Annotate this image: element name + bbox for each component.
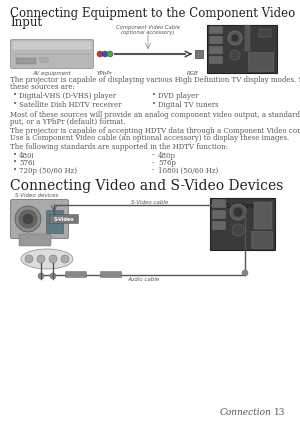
FancyBboxPatch shape (209, 57, 223, 63)
FancyBboxPatch shape (50, 215, 79, 224)
FancyBboxPatch shape (245, 25, 250, 51)
Text: Digital TV tuners: Digital TV tuners (158, 100, 219, 108)
FancyBboxPatch shape (19, 234, 51, 246)
Text: these sources are:: these sources are: (10, 82, 75, 91)
Ellipse shape (21, 249, 73, 269)
FancyBboxPatch shape (248, 53, 274, 71)
Circle shape (50, 273, 56, 279)
Text: S-Video: S-Video (225, 203, 255, 209)
Circle shape (38, 273, 44, 279)
Text: RGB: RGB (187, 71, 199, 76)
Text: AV equipment: AV equipment (33, 71, 71, 76)
FancyBboxPatch shape (212, 221, 226, 230)
FancyBboxPatch shape (209, 37, 223, 43)
Text: -: - (152, 151, 154, 158)
Text: •: • (152, 100, 156, 107)
Text: •: • (13, 159, 17, 165)
Text: -: - (152, 167, 154, 173)
Text: Connecting Equipment to the Component Video: Connecting Equipment to the Component Vi… (10, 7, 295, 20)
Text: Most of these sources will provide an analog component video output, a standard : Most of these sources will provide an an… (10, 111, 300, 119)
FancyBboxPatch shape (212, 199, 226, 207)
Text: Connection: Connection (220, 408, 272, 417)
Text: 576i: 576i (19, 159, 35, 167)
FancyBboxPatch shape (212, 210, 226, 218)
Circle shape (230, 50, 240, 60)
Circle shape (242, 270, 248, 276)
Text: YPbPr: YPbPr (97, 71, 113, 76)
Circle shape (233, 207, 243, 217)
Circle shape (102, 51, 108, 57)
Circle shape (49, 255, 57, 263)
Text: The projector is capable of displaying various High Definition TV display modes.: The projector is capable of displaying v… (10, 76, 300, 84)
Circle shape (37, 255, 45, 263)
FancyBboxPatch shape (209, 46, 223, 54)
Text: •: • (13, 151, 17, 158)
Text: DVD player: DVD player (158, 92, 199, 100)
Text: •: • (13, 167, 17, 173)
Text: (optional accessory): (optional accessory) (121, 30, 175, 35)
Text: S-Video: S-Video (54, 216, 74, 221)
FancyBboxPatch shape (251, 232, 272, 249)
FancyBboxPatch shape (210, 198, 275, 250)
Circle shape (23, 214, 33, 224)
Circle shape (232, 224, 244, 236)
Text: Input: Input (10, 16, 42, 29)
Circle shape (15, 206, 41, 232)
Text: S-Video devices: S-Video devices (15, 193, 59, 198)
FancyBboxPatch shape (259, 29, 271, 37)
Text: The projector is capable of accepting HDTV data through a Component Video connec: The projector is capable of accepting HD… (10, 127, 300, 135)
Text: Component Video Cable: Component Video Cable (116, 25, 180, 30)
FancyBboxPatch shape (209, 26, 223, 34)
Text: •: • (13, 100, 17, 107)
Text: -: - (152, 159, 154, 165)
Circle shape (230, 204, 246, 220)
Text: put, or a YPbPr (default) format.: put, or a YPbPr (default) format. (10, 117, 126, 125)
Text: 480i: 480i (19, 151, 35, 159)
FancyBboxPatch shape (65, 272, 86, 278)
Circle shape (228, 31, 242, 45)
FancyBboxPatch shape (195, 50, 203, 58)
FancyBboxPatch shape (11, 199, 68, 238)
FancyBboxPatch shape (254, 202, 272, 229)
Circle shape (25, 255, 33, 263)
Text: Connecting Video and S-Video Devices: Connecting Video and S-Video Devices (10, 179, 283, 193)
Circle shape (107, 51, 113, 57)
FancyBboxPatch shape (11, 40, 94, 68)
FancyBboxPatch shape (100, 272, 122, 278)
Text: 480p: 480p (158, 151, 176, 159)
Text: Satellite Dish HDTV receiver: Satellite Dish HDTV receiver (19, 100, 122, 108)
Circle shape (231, 34, 239, 42)
Text: 1080i (50/60 Hz): 1080i (50/60 Hz) (158, 167, 218, 175)
Text: Use a Component Video cable (an optional accessory) to display these images.: Use a Component Video cable (an optional… (10, 133, 289, 142)
Text: S-Video cable: S-Video cable (131, 200, 168, 205)
Circle shape (97, 51, 103, 57)
Circle shape (19, 210, 37, 228)
Circle shape (61, 255, 69, 263)
FancyBboxPatch shape (13, 42, 92, 49)
FancyBboxPatch shape (16, 58, 36, 64)
Text: The following standards are supported in the HDTV function:: The following standards are supported in… (10, 143, 228, 151)
FancyBboxPatch shape (46, 210, 64, 233)
Text: 576p: 576p (158, 159, 176, 167)
Text: 720p (50/60 Hz): 720p (50/60 Hz) (19, 167, 77, 175)
FancyBboxPatch shape (40, 58, 48, 62)
FancyBboxPatch shape (207, 25, 277, 73)
Text: Audio cable: Audio cable (127, 277, 159, 282)
Text: •: • (152, 92, 156, 98)
Text: Digital-VHS (D-VHS) player: Digital-VHS (D-VHS) player (19, 92, 116, 100)
Text: 13: 13 (274, 408, 285, 417)
Text: •: • (13, 92, 17, 98)
